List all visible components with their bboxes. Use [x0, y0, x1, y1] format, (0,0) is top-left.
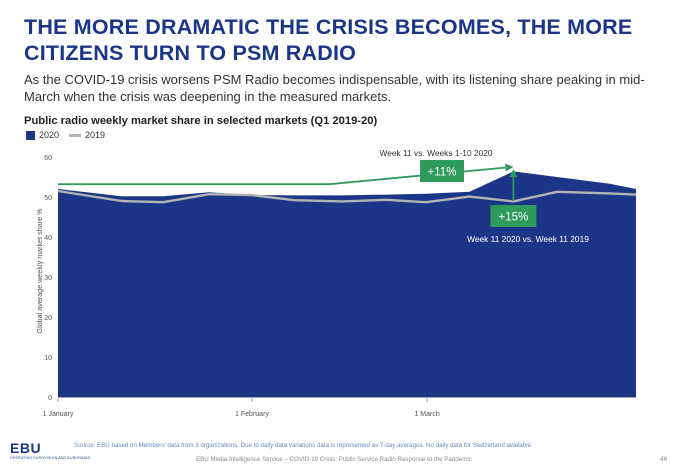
series-2019-line	[57, 189, 637, 204]
y-tick-label: 40	[44, 235, 52, 242]
y-tick-label: 60	[44, 155, 52, 162]
page-number: 46	[660, 456, 668, 463]
legend-swatch-2019	[69, 133, 82, 137]
legend-item-2019: 2019	[69, 130, 105, 140]
x-tick-label: 1 February	[235, 411, 269, 418]
annotation-11-badge-text: +11%	[428, 167, 457, 179]
x-tick-label: 1 March	[414, 411, 439, 418]
x-tick-label: 1 January	[43, 411, 74, 418]
annotation-15-label: Week 11 2020 vs. Week 11 2019	[467, 234, 589, 244]
slide-title: THE MORE DRAMATIC THE CRISIS BECOMES, TH…	[24, 15, 633, 65]
annotation-11-badge	[420, 160, 464, 182]
y-tick-label: 20	[44, 315, 52, 322]
annotation-15-badge	[490, 205, 537, 227]
ebu-logo: EBU	[10, 440, 42, 456]
footer-caption: EBU Media Intelligence Service – COVID-1…	[196, 456, 472, 463]
chart-title: Public radio weekly market share in sele…	[24, 115, 378, 127]
legend-label-2019: 2019	[85, 130, 106, 140]
annotation-11-label: Week 11 vs. Weeks 1-10 2020	[379, 148, 492, 158]
y-tick-label: 10	[44, 355, 52, 362]
annotation-15-badge-text: +15%	[499, 212, 529, 224]
legend-label-2020: 2020	[39, 130, 60, 140]
legend-swatch-2020	[26, 130, 35, 140]
series-2020-area	[58, 171, 636, 397]
source-note: Source: EBU based on Members' data from …	[74, 442, 533, 449]
y-tick-label: 50	[44, 195, 52, 202]
y-axis-title: Global average weekly market share %	[35, 208, 44, 334]
ebu-logo-tagline: OPERATING EUROVISION AND EURORADIO	[10, 456, 91, 460]
chart-legend: 2020 2019	[26, 130, 115, 140]
y-tick-label: 30	[44, 275, 52, 282]
slide-subtitle: As the COVID-19 crisis worsens PSM Radio…	[24, 72, 645, 104]
y-tick-label: 0	[48, 395, 52, 402]
legend-item-2020: 2020	[26, 130, 59, 140]
